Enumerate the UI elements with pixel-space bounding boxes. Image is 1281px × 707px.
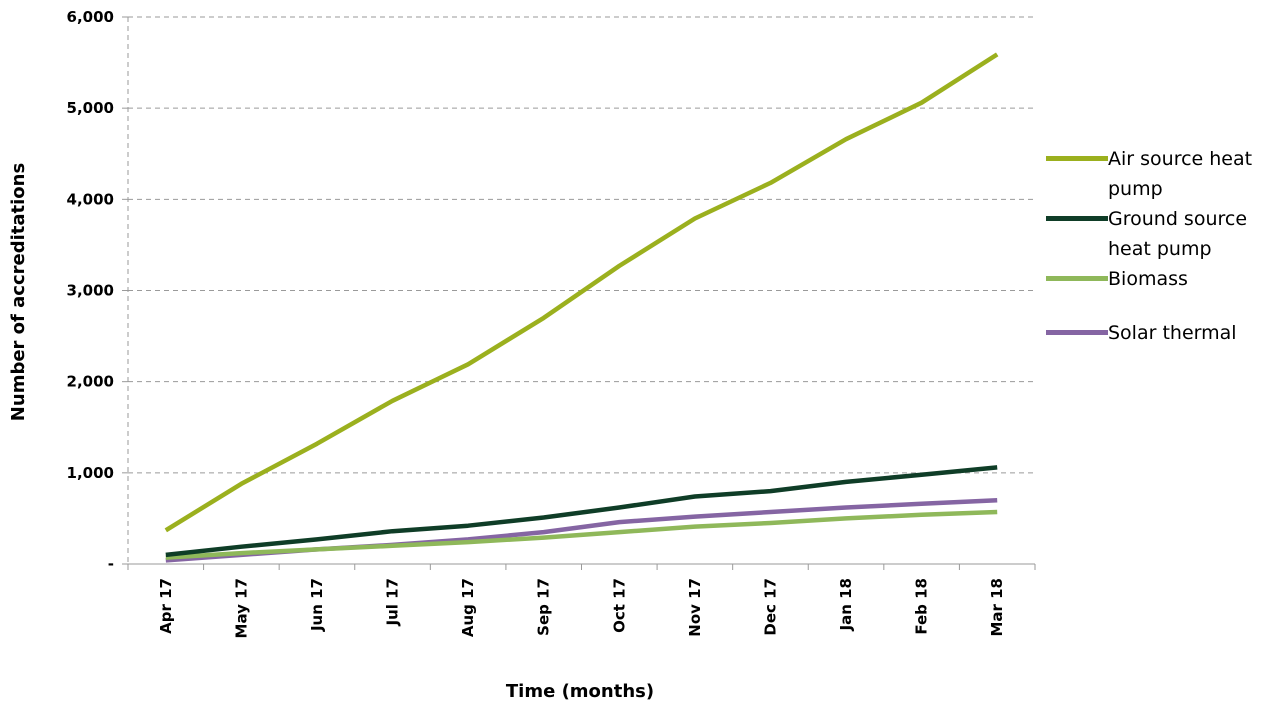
- x-tick-label: Feb 18: [913, 578, 931, 635]
- series-line-air-source-heat-pump: [164, 52, 999, 533]
- y-tick-label: 2,000: [67, 373, 114, 391]
- y-tick-label: 3,000: [67, 282, 114, 300]
- legend-label: Biomass: [1108, 268, 1188, 290]
- y-tick-labels: - 1,000 2,000 3,000 4,000 5,000 6,000: [67, 8, 114, 573]
- y-tick-label: 6,000: [67, 8, 114, 26]
- y-axis-title: Number of accreditations: [8, 163, 29, 421]
- x-tick-label: Jan 18: [837, 578, 855, 631]
- legend-item: Ground source heat pump: [1046, 204, 1276, 264]
- y-tick-label: -: [108, 555, 114, 573]
- legend: Air source heat pump Ground source heat p…: [1046, 144, 1276, 348]
- y-tick-label: 5,000: [67, 99, 114, 117]
- x-tick-label: Apr 17: [157, 578, 175, 634]
- x-tick-label: Oct 17: [610, 578, 628, 633]
- x-tick-label: May 17: [232, 578, 250, 638]
- y-tick-label: 1,000: [67, 464, 114, 482]
- legend-swatch: [1046, 156, 1108, 161]
- x-tick-label: Dec 17: [761, 578, 779, 636]
- legend-label: Solar thermal: [1108, 322, 1237, 344]
- legend-item: Biomass: [1046, 264, 1276, 294]
- legend-label: Air source heat pump: [1108, 148, 1253, 200]
- legend-label: Ground source heat pump: [1108, 208, 1248, 260]
- legend-swatch: [1046, 330, 1108, 335]
- axes: [122, 16, 1036, 570]
- series-lines: [164, 52, 999, 563]
- legend-item: Air source heat pump: [1046, 144, 1276, 204]
- series-line-ground-source-heat-pump: [165, 465, 998, 558]
- x-tick-label: Mar 18: [988, 578, 1006, 637]
- x-tick-label: Aug 17: [459, 578, 477, 637]
- x-tick-label: Nov 17: [686, 578, 704, 637]
- legend-item: Solar thermal: [1046, 318, 1276, 348]
- legend-swatch: [1046, 216, 1108, 221]
- legend-swatch: [1046, 276, 1108, 281]
- series-line-biomass: [165, 509, 998, 560]
- x-tick-label: Sep 17: [535, 578, 553, 636]
- gridlines: [128, 16, 1035, 474]
- x-tick-labels: Apr 17 May 17 Jun 17 Jul 17 Aug 17 Sep 17 Oct …: [157, 578, 1006, 638]
- y-tick-label: 4,000: [67, 190, 114, 208]
- x-tick-label: Jul 17: [384, 578, 402, 627]
- x-tick-label: Jun 17: [308, 578, 326, 632]
- x-axis-title: Time (months): [506, 681, 654, 702]
